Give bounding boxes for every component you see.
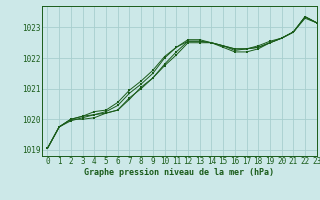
X-axis label: Graphe pression niveau de la mer (hPa): Graphe pression niveau de la mer (hPa)	[84, 168, 274, 177]
